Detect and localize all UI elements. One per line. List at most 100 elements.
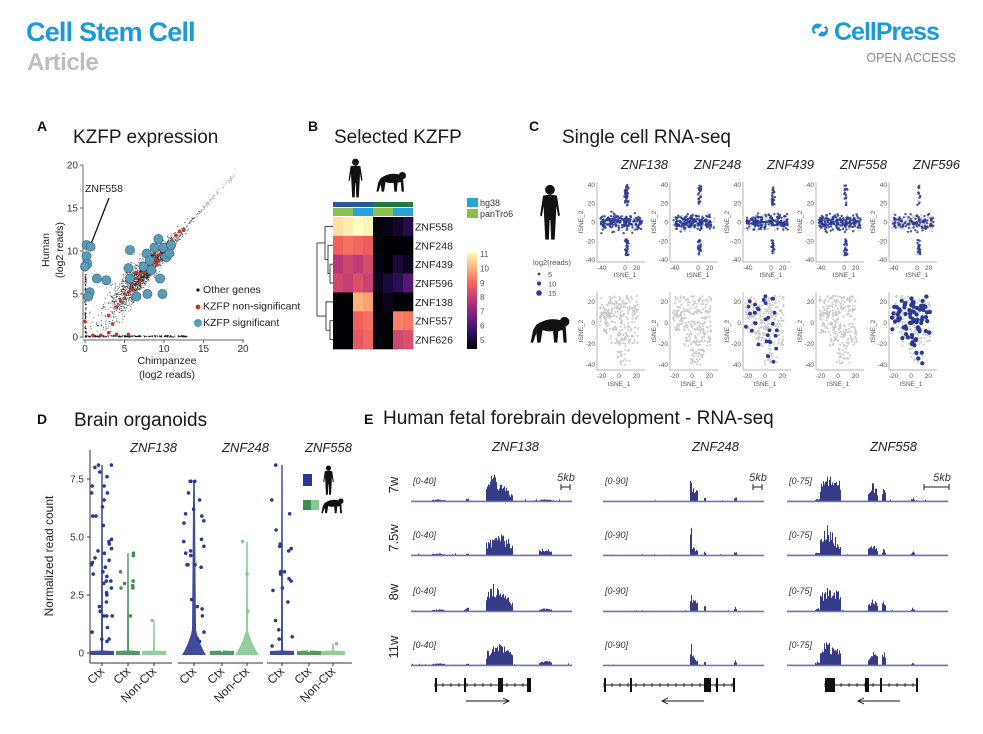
other-gene-point bbox=[136, 265, 138, 267]
cell-point bbox=[692, 320, 695, 323]
cell-point-expressing bbox=[619, 217, 622, 220]
heatmap-cell bbox=[383, 235, 394, 256]
cell-point bbox=[616, 350, 619, 353]
cell-point bbox=[706, 330, 709, 333]
other-gene-point bbox=[84, 328, 86, 330]
y-axis-label: tSNE_2 bbox=[651, 210, 658, 233]
cell-point-expressing bbox=[760, 225, 763, 229]
other-gene-point bbox=[133, 272, 135, 274]
other-gene-point bbox=[87, 335, 89, 337]
annotation-leader-line bbox=[90, 197, 110, 243]
other-gene-point bbox=[176, 238, 178, 240]
cell-point bbox=[673, 315, 675, 318]
cell-point bbox=[636, 341, 639, 344]
panel-a-title: KZFP expression bbox=[73, 127, 218, 148]
other-gene-point bbox=[142, 278, 144, 280]
x-axis-label: tSNE_1 bbox=[681, 381, 704, 388]
other-gene-point bbox=[84, 276, 86, 278]
dendrogram-branch bbox=[327, 244, 333, 275]
other-gene-point bbox=[148, 277, 150, 279]
x-axis-label: tSNE_1 bbox=[687, 272, 710, 279]
other-gene-point bbox=[133, 262, 135, 264]
other-gene-point bbox=[86, 333, 88, 335]
cell-point-expressing bbox=[855, 213, 858, 216]
logo-link-top bbox=[811, 23, 822, 34]
cell-point-expressing bbox=[844, 246, 847, 250]
cell-point-expressing bbox=[770, 296, 775, 301]
other-gene-point bbox=[183, 227, 185, 229]
other-gene-point bbox=[158, 264, 160, 267]
cell-point-expressing bbox=[746, 219, 749, 222]
other-gene-point bbox=[118, 303, 120, 305]
cell-point bbox=[689, 307, 692, 310]
publisher-name[interactable]: CellPress bbox=[834, 18, 940, 46]
cell-point-expressing bbox=[675, 225, 679, 228]
other-gene-point bbox=[145, 284, 147, 286]
kzfp-significant-point bbox=[146, 265, 157, 275]
x-tick-label: 20 bbox=[237, 344, 249, 355]
cell-point bbox=[710, 299, 713, 302]
cell-point bbox=[768, 304, 771, 307]
other-gene-point bbox=[186, 335, 188, 338]
other-gene-point bbox=[126, 307, 128, 309]
other-gene-point bbox=[111, 335, 113, 337]
other-gene-point bbox=[202, 206, 204, 208]
other-gene-point bbox=[145, 276, 147, 278]
heatmap-row-label: ZNF248 bbox=[415, 240, 453, 252]
cell-point-expressing bbox=[601, 228, 604, 231]
cell-point-expressing bbox=[617, 228, 620, 232]
cell-point bbox=[782, 338, 784, 341]
other-gene-point bbox=[116, 294, 118, 296]
y-axis-label: tSNE_2 bbox=[578, 210, 585, 233]
cellpress-logo-icon[interactable] bbox=[811, 23, 829, 37]
other-gene-point bbox=[142, 275, 144, 277]
cell-point bbox=[846, 214, 849, 217]
cell-point bbox=[682, 310, 685, 313]
y-tick-label: 20 bbox=[807, 299, 815, 306]
other-gene-point bbox=[157, 255, 159, 257]
cell-point-expressing bbox=[626, 201, 629, 204]
cell-point bbox=[690, 295, 693, 298]
cell-point bbox=[850, 299, 853, 302]
cell-point bbox=[610, 341, 613, 344]
human-silhouette-icon bbox=[348, 158, 363, 198]
other-gene-point bbox=[120, 297, 122, 299]
heatmap-cell bbox=[343, 273, 354, 293]
other-gene-point bbox=[115, 318, 117, 320]
other-gene-point bbox=[139, 282, 141, 284]
journal-name[interactable]: Cell Stem Cell bbox=[26, 17, 196, 47]
other-gene-point bbox=[134, 288, 136, 290]
cell-point-expressing bbox=[756, 221, 759, 224]
cell-point bbox=[782, 320, 785, 323]
cell-point-expressing bbox=[829, 229, 832, 232]
panel-b-letter: B bbox=[308, 118, 318, 134]
heatmap-cell bbox=[363, 273, 374, 293]
y-axis-label: tSNE_2 bbox=[724, 319, 731, 342]
cell-point bbox=[608, 315, 611, 318]
cell-point bbox=[757, 338, 760, 341]
cell-point-expressing bbox=[689, 222, 692, 225]
other-gene-point bbox=[121, 280, 123, 282]
cell-point bbox=[822, 315, 825, 318]
other-gene-point bbox=[230, 175, 232, 177]
cell-point bbox=[631, 309, 634, 312]
other-gene-point bbox=[119, 283, 121, 285]
cell-point bbox=[849, 354, 851, 357]
cell-point bbox=[706, 212, 709, 215]
cell-point bbox=[780, 297, 783, 300]
other-gene-point bbox=[173, 233, 175, 235]
other-gene-point bbox=[118, 285, 120, 287]
heatmap-cell bbox=[353, 254, 364, 274]
cell-point bbox=[628, 341, 631, 344]
cell-point bbox=[705, 309, 708, 312]
cell-point-expressing bbox=[771, 239, 774, 243]
cell-point-expressing bbox=[761, 298, 766, 302]
colorbar-tick-label: 10 bbox=[480, 265, 489, 274]
other-gene-point bbox=[217, 189, 219, 191]
gene-column-title: ZNF439 bbox=[766, 157, 814, 172]
y-tick-label: 0 bbox=[591, 320, 595, 327]
cell-point bbox=[831, 303, 834, 306]
y-tick-label: -20 bbox=[878, 238, 888, 245]
other-gene-point bbox=[134, 266, 136, 268]
